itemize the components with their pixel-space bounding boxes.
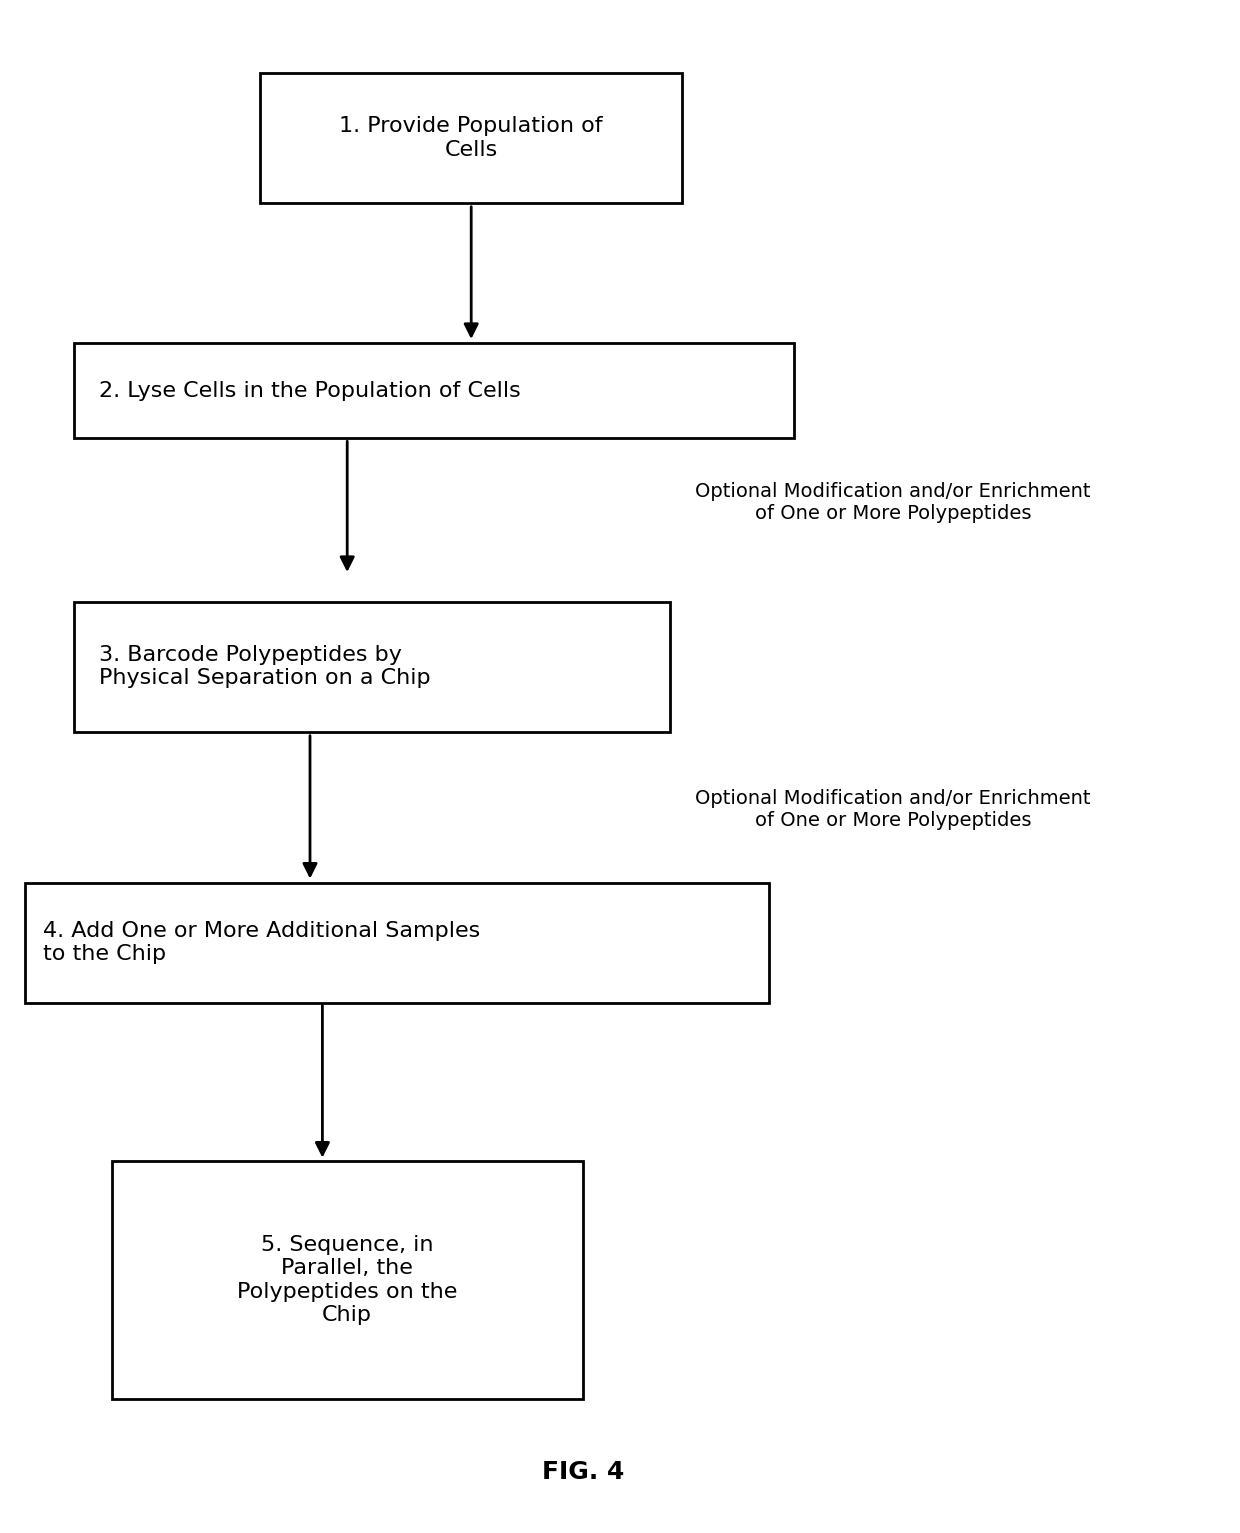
Text: Optional Modification and/or Enrichment
of One or More Polypeptides: Optional Modification and/or Enrichment … <box>696 789 1090 829</box>
Text: 4. Add One or More Additional Samples
to the Chip: 4. Add One or More Additional Samples to… <box>43 921 481 964</box>
Text: 1. Provide Population of
Cells: 1. Provide Population of Cells <box>340 117 603 159</box>
Text: Optional Modification and/or Enrichment
of One or More Polypeptides: Optional Modification and/or Enrichment … <box>696 483 1090 523</box>
Text: 5. Sequence, in
Parallel, the
Polypeptides on the
Chip: 5. Sequence, in Parallel, the Polypeptid… <box>237 1236 458 1325</box>
Bar <box>74 343 794 438</box>
Bar <box>74 602 670 733</box>
Text: 3. Barcode Polypeptides by
Physical Separation on a Chip: 3. Barcode Polypeptides by Physical Sepa… <box>99 645 430 688</box>
Bar <box>112 1162 583 1398</box>
Text: 2. Lyse Cells in the Population of Cells: 2. Lyse Cells in the Population of Cells <box>99 380 521 402</box>
Text: FIG. 4: FIG. 4 <box>542 1459 624 1484</box>
Bar <box>260 74 682 204</box>
Bar <box>25 883 769 1003</box>
